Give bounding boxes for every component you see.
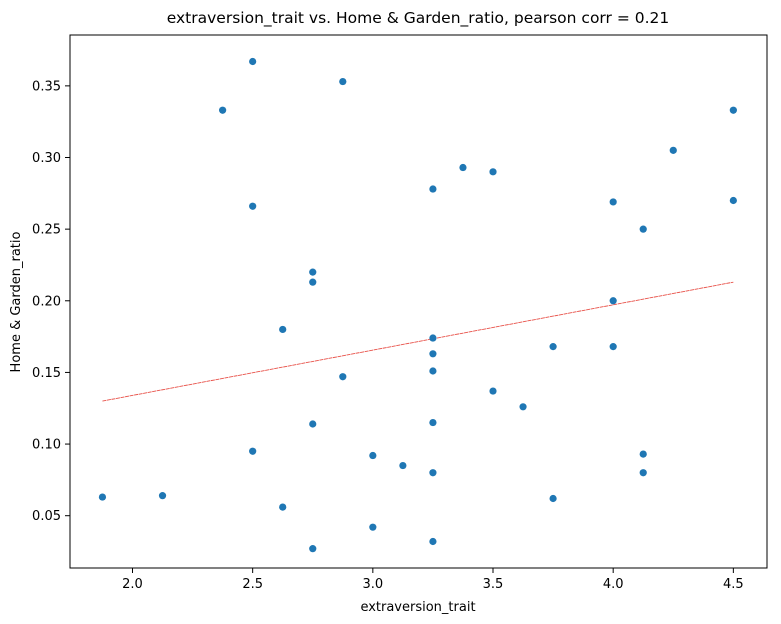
data-point — [279, 503, 287, 511]
data-point — [429, 350, 437, 358]
y-tick-label: 0.15 — [32, 366, 61, 381]
data-point — [639, 469, 647, 477]
data-point — [459, 163, 467, 172]
data-point — [279, 325, 287, 334]
data-point — [489, 168, 497, 176]
trend-line — [102, 281, 734, 402]
data-point — [339, 373, 347, 381]
y-axis-title: Home & Garden_ratio — [9, 232, 24, 373]
plot-area — [69, 34, 768, 569]
data-point — [489, 387, 497, 395]
data-point — [369, 451, 377, 460]
data-point — [549, 343, 557, 351]
data-point — [309, 545, 317, 553]
data-point — [429, 418, 437, 427]
points-layer — [98, 57, 737, 553]
data-point — [309, 420, 317, 428]
y-tick-label: 0.25 — [32, 223, 61, 238]
data-point — [639, 450, 647, 458]
data-point — [609, 343, 617, 351]
y-axis: 0.05 0.10 0.15 0.20 0.25 0.30 0.35 — [32, 79, 70, 524]
data-point — [98, 493, 107, 501]
x-axis: 2.0 2.5 3.0 3.5 4.0 4.5 — [122, 568, 744, 592]
data-point — [429, 185, 437, 193]
data-point — [429, 537, 437, 546]
data-point — [609, 198, 617, 206]
data-point — [249, 447, 257, 455]
data-point — [309, 268, 317, 276]
x-tick-label: 3.0 — [362, 577, 383, 592]
data-point — [729, 106, 737, 114]
y-tick-label: 0.10 — [32, 438, 61, 453]
trend-layer — [102, 281, 734, 402]
x-axis-title: extraversion_trait — [360, 600, 475, 615]
y-tick-label: 0.20 — [32, 294, 61, 309]
x-tick-label: 3.5 — [483, 577, 504, 592]
data-point — [369, 523, 377, 531]
data-point — [549, 494, 557, 503]
y-tick-label: 0.05 — [32, 509, 61, 524]
y-tick-label: 0.35 — [32, 79, 61, 94]
data-point — [669, 146, 677, 154]
data-point — [429, 334, 437, 342]
data-point — [339, 77, 347, 86]
x-tick-label: 4.0 — [603, 577, 624, 592]
chart-title: extraversion_trait vs. Home & Garden_rat… — [167, 9, 670, 28]
x-tick-label: 4.5 — [723, 577, 744, 592]
data-point — [729, 196, 737, 205]
data-point — [158, 492, 167, 500]
data-point — [609, 297, 617, 305]
data-point — [249, 202, 257, 210]
data-point — [429, 469, 437, 477]
data-point — [309, 278, 317, 286]
x-tick-label: 2.0 — [122, 577, 143, 592]
data-point — [429, 367, 437, 375]
data-point — [519, 403, 527, 411]
y-tick-label: 0.30 — [32, 151, 61, 166]
data-point — [399, 461, 407, 470]
x-tick-label: 2.5 — [242, 577, 263, 592]
axes-frame — [69, 34, 768, 569]
data-point — [249, 57, 257, 66]
data-point — [219, 106, 227, 114]
data-point — [639, 225, 647, 233]
